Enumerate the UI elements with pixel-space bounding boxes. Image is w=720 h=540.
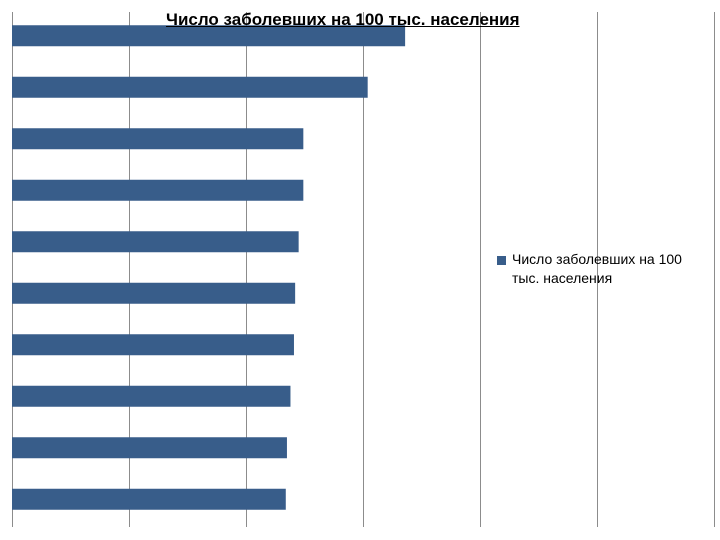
bar [12,128,304,150]
legend: Число заболевших на 100 тыс. населения [497,250,717,288]
bar [12,437,287,459]
bar [12,385,291,407]
bar [12,488,286,510]
bar [12,231,299,253]
bar [12,76,368,98]
bar [12,179,304,201]
chart-title: Число заболевших на 100 тыс. населения [166,10,520,29]
legend-swatch [497,256,506,265]
bar [12,334,294,356]
bar [12,282,296,304]
legend-label: Число заболевших на 100 тыс. населения [512,251,682,286]
bar [12,25,406,47]
